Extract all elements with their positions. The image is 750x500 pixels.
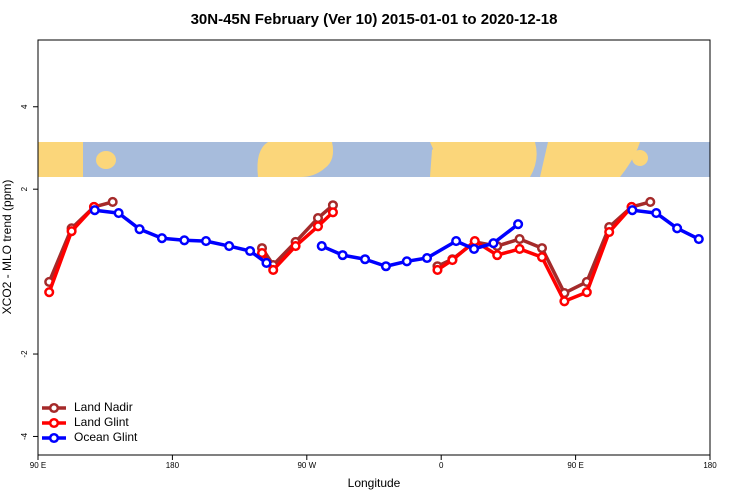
data-point: [337, 250, 348, 261]
data-point: [651, 208, 662, 219]
x-tick-label: 90 W: [297, 461, 316, 470]
data-point: [514, 243, 525, 254]
data-point: [645, 196, 656, 208]
data-point: [447, 255, 458, 266]
chart-title: 30N-45N February (Ver 10) 2015-01-01 to …: [191, 11, 558, 28]
data-point: [256, 248, 268, 259]
data-point: [312, 212, 324, 224]
data-point: [44, 287, 55, 298]
data-point: [113, 208, 124, 219]
data-point: [488, 238, 499, 249]
data-point: [492, 250, 503, 261]
data-point: [107, 196, 118, 208]
data-point: [316, 241, 327, 252]
data-point: [693, 234, 704, 245]
data-point: [134, 224, 145, 235]
data-point: [359, 254, 371, 265]
plot-frame: [37, 39, 711, 456]
series-line: [47, 200, 651, 295]
x-tick-label: 0: [439, 461, 444, 470]
x-tick-label: 180: [166, 461, 180, 470]
data-point: [312, 221, 324, 232]
data-point: [513, 219, 524, 230]
data-point: [224, 241, 235, 252]
data-point: [401, 256, 412, 267]
data-point: [469, 243, 480, 254]
y-tick-label: -4: [20, 432, 29, 440]
data-point: [536, 243, 548, 254]
x-tick-label: 180: [703, 461, 717, 470]
data-point: [627, 205, 638, 216]
map-strip: [38, 142, 710, 177]
data-point: [66, 226, 77, 237]
y-tick-label: 2: [20, 186, 29, 191]
x-axis-label: Longitude: [348, 476, 401, 490]
data-point: [536, 252, 548, 263]
legend-label: Ocean Glint: [74, 430, 138, 444]
legend-label: Land Nadir: [74, 400, 133, 414]
data-point: [514, 234, 525, 245]
data-point: [327, 207, 338, 218]
data-point: [672, 223, 683, 234]
data-point: [604, 226, 615, 238]
data-point: [89, 205, 100, 216]
data-point: [581, 287, 592, 298]
data-point: [469, 236, 480, 247]
x-tick-label: 90 E: [567, 461, 583, 470]
x-tick-label: 90 E: [30, 461, 46, 470]
legend-label: Land Glint: [74, 415, 129, 429]
data-point: [179, 235, 190, 246]
legend-marker: [48, 417, 60, 429]
data-point: [156, 233, 167, 244]
data-point: [290, 241, 301, 252]
legend-marker: [48, 432, 60, 444]
legend-marker: [48, 402, 60, 414]
data-point: [421, 252, 433, 264]
data-point: [261, 257, 272, 269]
data-point: [380, 261, 391, 272]
data-point: [451, 236, 462, 247]
y-tick-label: -2: [20, 350, 29, 358]
y-axis-label: XCO2 - MLO trend (ppm): [0, 180, 14, 315]
data-point: [200, 236, 212, 247]
y-tick-label: 4: [20, 104, 29, 109]
data-point: [268, 264, 279, 276]
data-point: [245, 245, 256, 257]
data-point: [432, 264, 443, 276]
data-point: [559, 296, 570, 307]
